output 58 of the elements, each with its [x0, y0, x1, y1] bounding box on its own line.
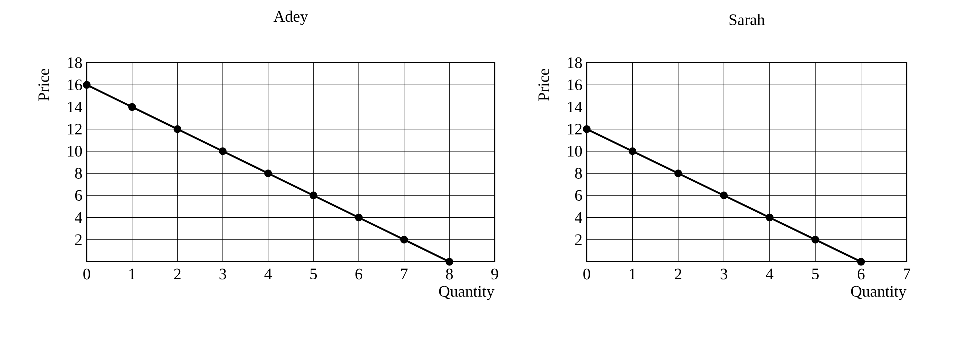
point — [128, 103, 136, 112]
x-tick-label: 5 — [812, 268, 819, 280]
x-tick-label: 4 — [264, 268, 272, 280]
chart-title: Adey — [274, 10, 308, 26]
x-tick-label: 3 — [720, 268, 728, 280]
y-axis-title: Price — [538, 69, 550, 102]
x-tick-label: 5 — [310, 268, 318, 280]
y-tick-label: 18 — [68, 58, 82, 68]
point — [446, 258, 454, 266]
point — [400, 236, 408, 244]
y-tick-label: 12 — [68, 124, 82, 135]
x-tick-label: 2 — [675, 268, 682, 280]
point — [83, 81, 91, 89]
y-tick-label: 16 — [568, 80, 582, 90]
chart-title: Sarah — [730, 14, 765, 26]
x-axis-title: Quantity — [439, 286, 495, 300]
x-tick-label: 1 — [630, 268, 636, 280]
point — [174, 125, 182, 134]
point — [355, 214, 363, 222]
y-tick-label: 14 — [568, 102, 582, 113]
y-tick-label: 2 — [575, 234, 582, 246]
x-tick-label: 4 — [766, 268, 774, 280]
x-tick-label: 1 — [130, 268, 136, 280]
point — [628, 148, 637, 156]
x-axis-title: Quantity — [851, 286, 907, 300]
point — [766, 214, 774, 222]
point — [674, 170, 682, 178]
y-tick-label: 6 — [575, 190, 582, 202]
x-tick-label: 7 — [904, 268, 911, 280]
y-tick-label: 8 — [75, 168, 82, 179]
y-tick-label: 6 — [75, 190, 82, 202]
x-tick-label: 6 — [356, 268, 363, 280]
x-tick-label: 2 — [174, 268, 181, 280]
x-tick-label: 0 — [584, 268, 590, 280]
x-tick-label: 9 — [492, 268, 498, 280]
point — [583, 125, 591, 134]
x-tick-label: 7 — [401, 268, 408, 280]
point — [264, 170, 272, 178]
x-tick-label: 3 — [220, 268, 226, 280]
point — [219, 148, 227, 156]
x-tick-label: 8 — [446, 268, 454, 280]
y-tick-label: 2 — [75, 234, 82, 246]
y-tick-label: 4 — [75, 212, 82, 224]
point — [310, 192, 318, 200]
y-tick-label: 12 — [568, 124, 582, 135]
y-tick-label: 16 — [68, 80, 82, 90]
y-axis-title: Price — [38, 69, 50, 102]
y-tick-label: 14 — [68, 102, 82, 113]
point — [720, 192, 728, 200]
point — [857, 258, 866, 266]
x-tick-label: 6 — [858, 268, 865, 280]
point — [812, 236, 820, 244]
x-tick-label: 0 — [84, 268, 90, 280]
y-tick-label: 10 — [68, 146, 82, 157]
y-tick-label: 8 — [575, 168, 582, 179]
y-tick-label: 18 — [568, 58, 582, 68]
y-tick-label: 10 — [568, 146, 582, 157]
y-tick-label: 4 — [575, 212, 582, 224]
